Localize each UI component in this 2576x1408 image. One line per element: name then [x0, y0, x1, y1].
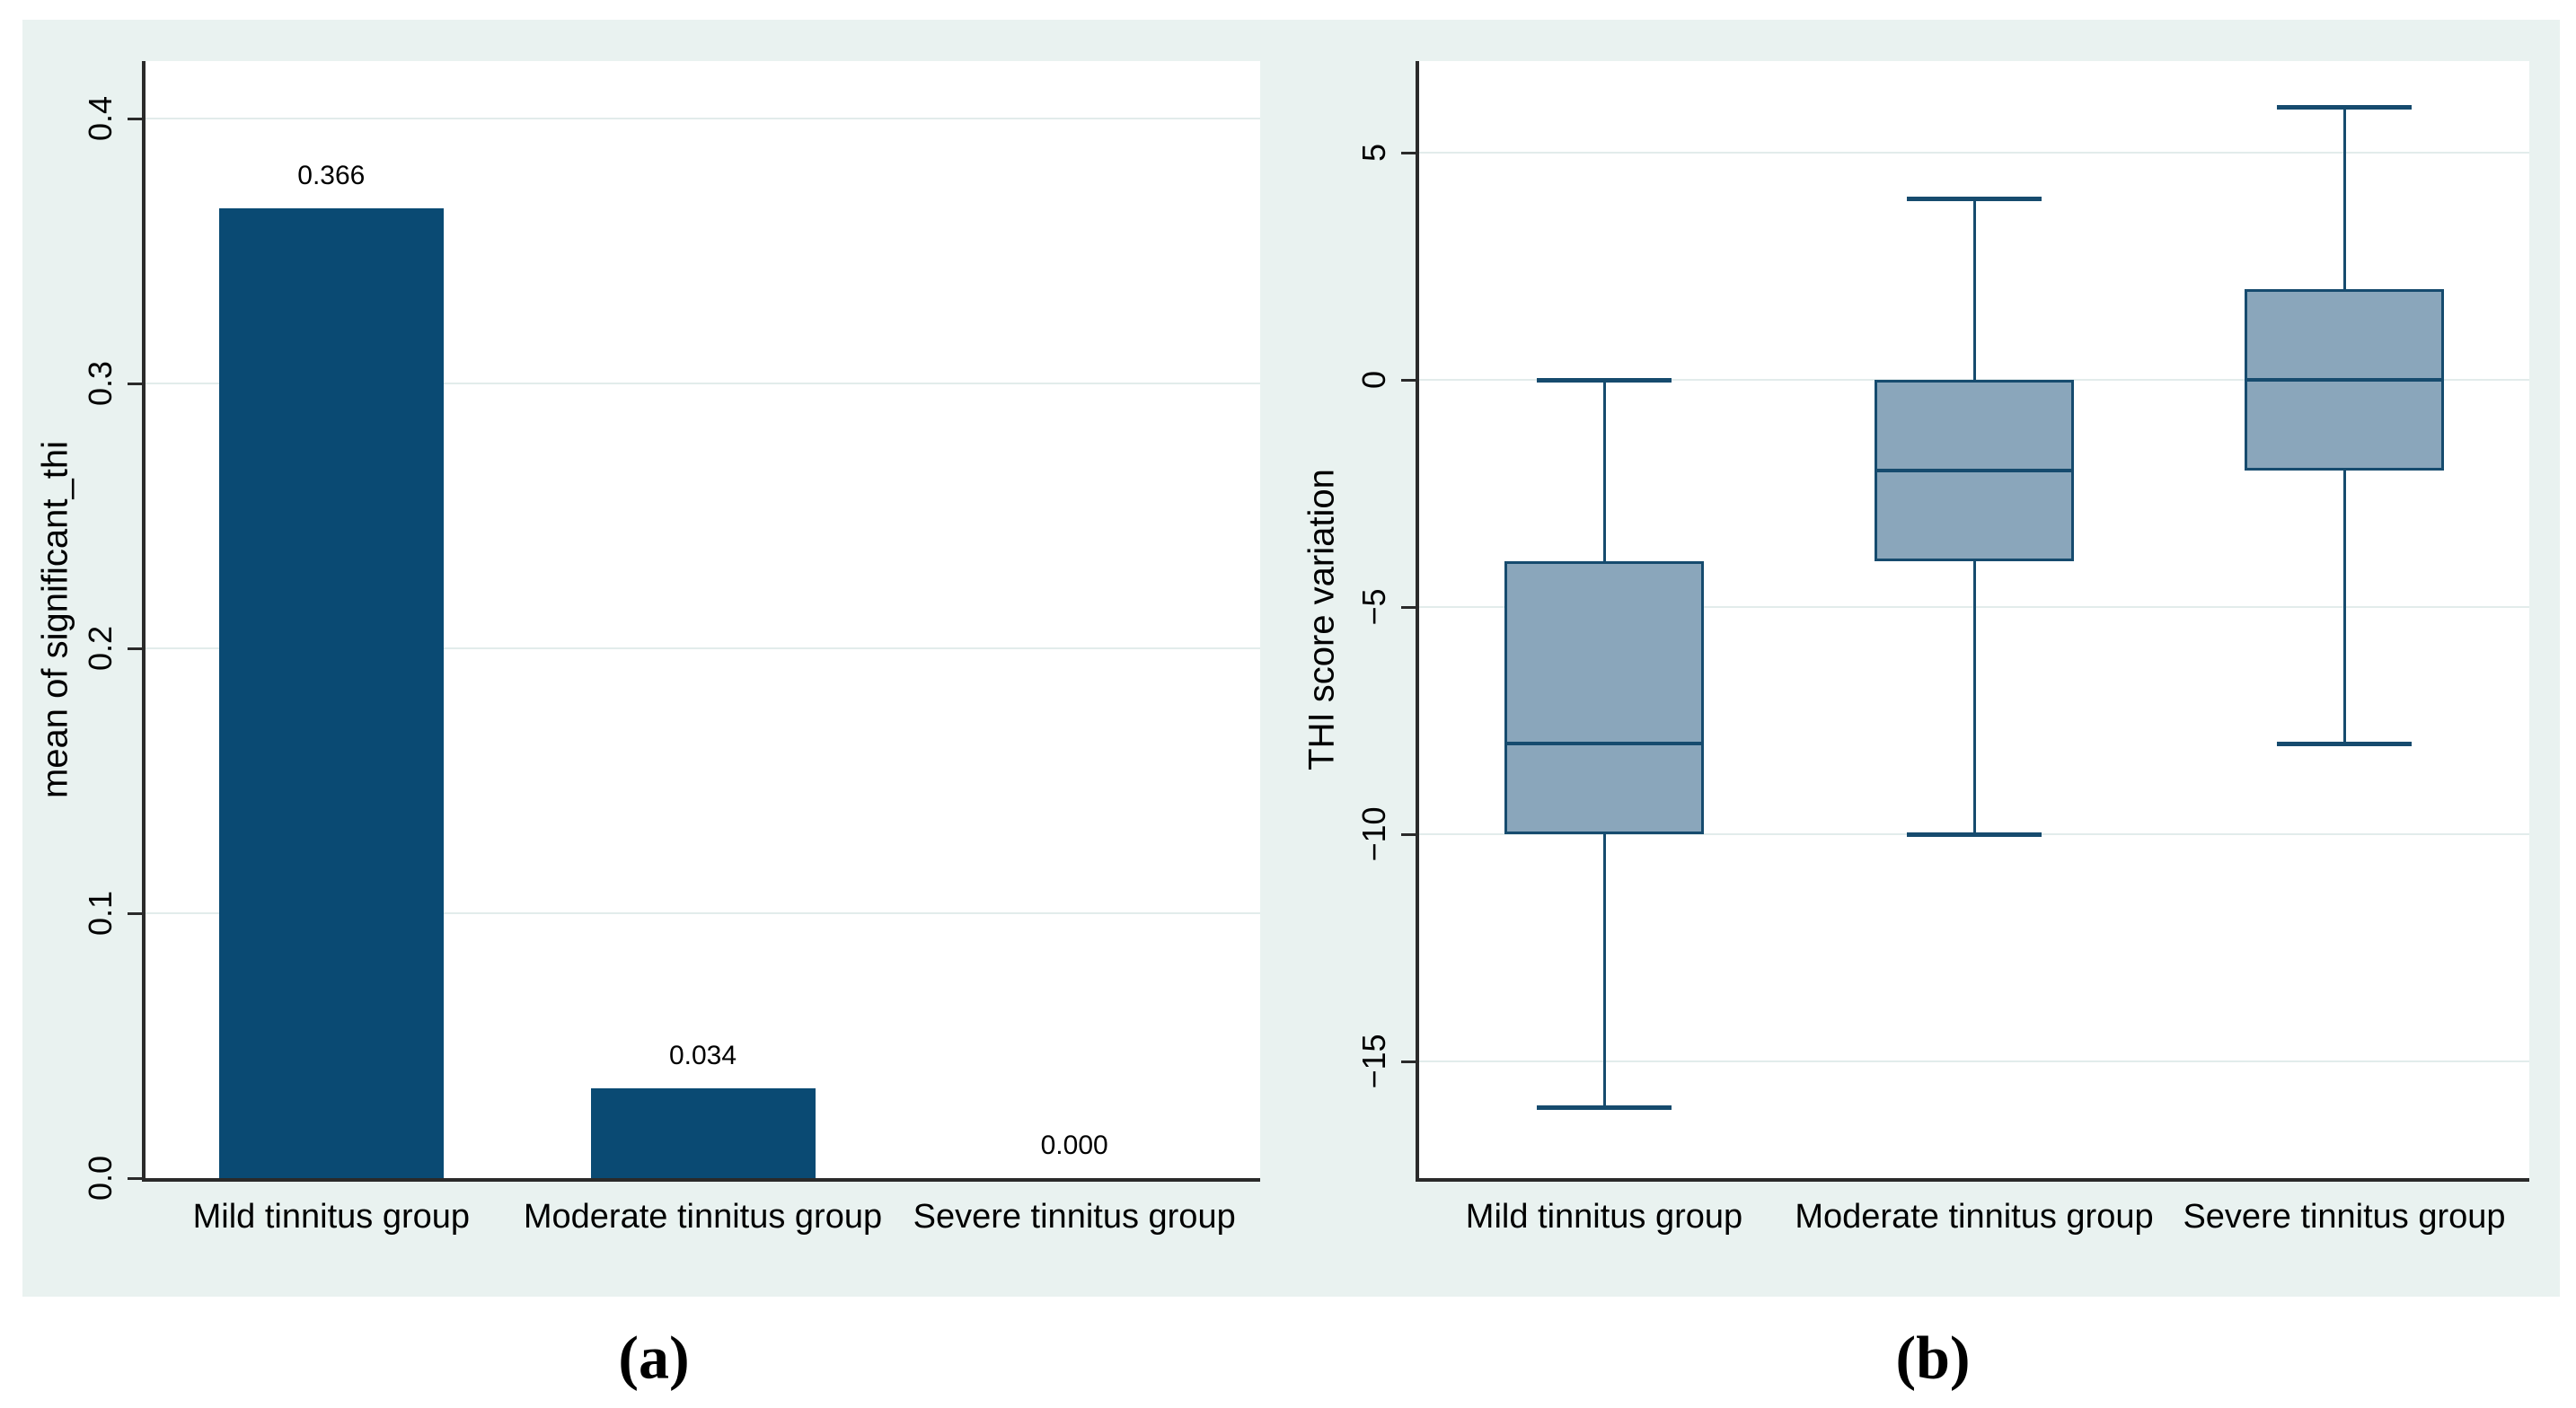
panel-a-y-tick-label: 0.2: [82, 625, 119, 672]
whisker-cap-upper-severe: [2277, 105, 2412, 110]
panel-b-y-tick-label: −15: [1355, 1034, 1392, 1089]
panel-b-x-axis-line: [1416, 1178, 2529, 1182]
panel-b-y-tick: [1401, 1060, 1419, 1063]
median-line-moderate: [1875, 469, 2074, 473]
panel-b-y-tick: [1401, 833, 1419, 836]
panel-b-y-tick-label: 5: [1355, 143, 1392, 163]
panel-a-y-axis-title: mean of significant_thi: [35, 440, 75, 799]
panel-b-y-tick: [1401, 606, 1419, 609]
panel-b-gridline: [1419, 152, 2529, 154]
panel-b-x-category-label: Moderate tinnitus group: [1795, 1198, 2154, 1236]
panel-a-y-axis-line: [142, 61, 146, 1182]
panel-a-y-tick: [128, 647, 146, 650]
whisker-cap-upper-mild: [1537, 378, 1672, 383]
panel-a-gridline: [146, 912, 1260, 914]
panel-b-y-tick-label: 0: [1355, 370, 1392, 390]
panel-a-x-category-label: Moderate tinnitus group: [523, 1198, 883, 1236]
panel-a-gridline: [146, 383, 1260, 384]
median-line-severe: [2245, 378, 2444, 382]
whisker-cap-upper-moderate: [1907, 196, 2042, 201]
panel-b-y-tick-label: −5: [1355, 588, 1392, 626]
panel-a-y-tick-label: 0.0: [82, 1155, 119, 1201]
panel-a-gridline: [146, 647, 1260, 649]
panel-a-y-tick: [128, 118, 146, 120]
panel-b-x-category-label: Severe tinnitus group: [2183, 1198, 2506, 1236]
whisker-cap-lower-moderate: [1907, 832, 2042, 837]
bar-value-label: 0.366: [297, 161, 366, 191]
panel-a-y-tick: [128, 912, 146, 915]
panel-a-gridline: [146, 118, 1260, 119]
panel-a-y-tick: [128, 1177, 146, 1180]
panel-a-x-axis-line: [142, 1178, 1260, 1182]
box-mild-tinnitus-group: [1504, 561, 1704, 834]
panel-b-y-axis-line: [1416, 61, 1419, 1182]
panel-b-x-category-label: Mild tinnitus group: [1465, 1198, 1743, 1236]
median-line-mild: [1504, 741, 1704, 745]
whisker-cap-lower-severe: [2277, 741, 2412, 746]
panel-a-y-tick-label: 0.1: [82, 890, 119, 937]
caption-b: (b): [1895, 1323, 1971, 1392]
panel-a-y-tick-label: 0.3: [82, 360, 119, 407]
panel-b-y-tick: [1401, 152, 1419, 154]
panel-a-y-tick: [128, 383, 146, 385]
panel-a-x-category-label: Severe tinnitus group: [913, 1198, 1236, 1236]
caption-a: (a): [618, 1323, 690, 1392]
panel-b-y-axis-title: THI score variation: [1301, 469, 1342, 770]
panel-a-x-category-label: Mild tinnitus group: [192, 1198, 471, 1236]
bar-moderate-tinnitus-group: [590, 1087, 816, 1178]
whisker-cap-lower-mild: [1537, 1104, 1672, 1110]
panel-b-y-tick-label: −10: [1355, 806, 1392, 862]
panel-b-y-tick: [1401, 379, 1419, 382]
bar-mild-tinnitus-group: [218, 208, 444, 1178]
panel-b-gridline: [1419, 1060, 2529, 1062]
bar-value-label: 0.034: [668, 1040, 737, 1070]
panel-a-y-tick-label: 0.4: [82, 95, 119, 142]
bar-value-label: 0.000: [1040, 1131, 1108, 1160]
